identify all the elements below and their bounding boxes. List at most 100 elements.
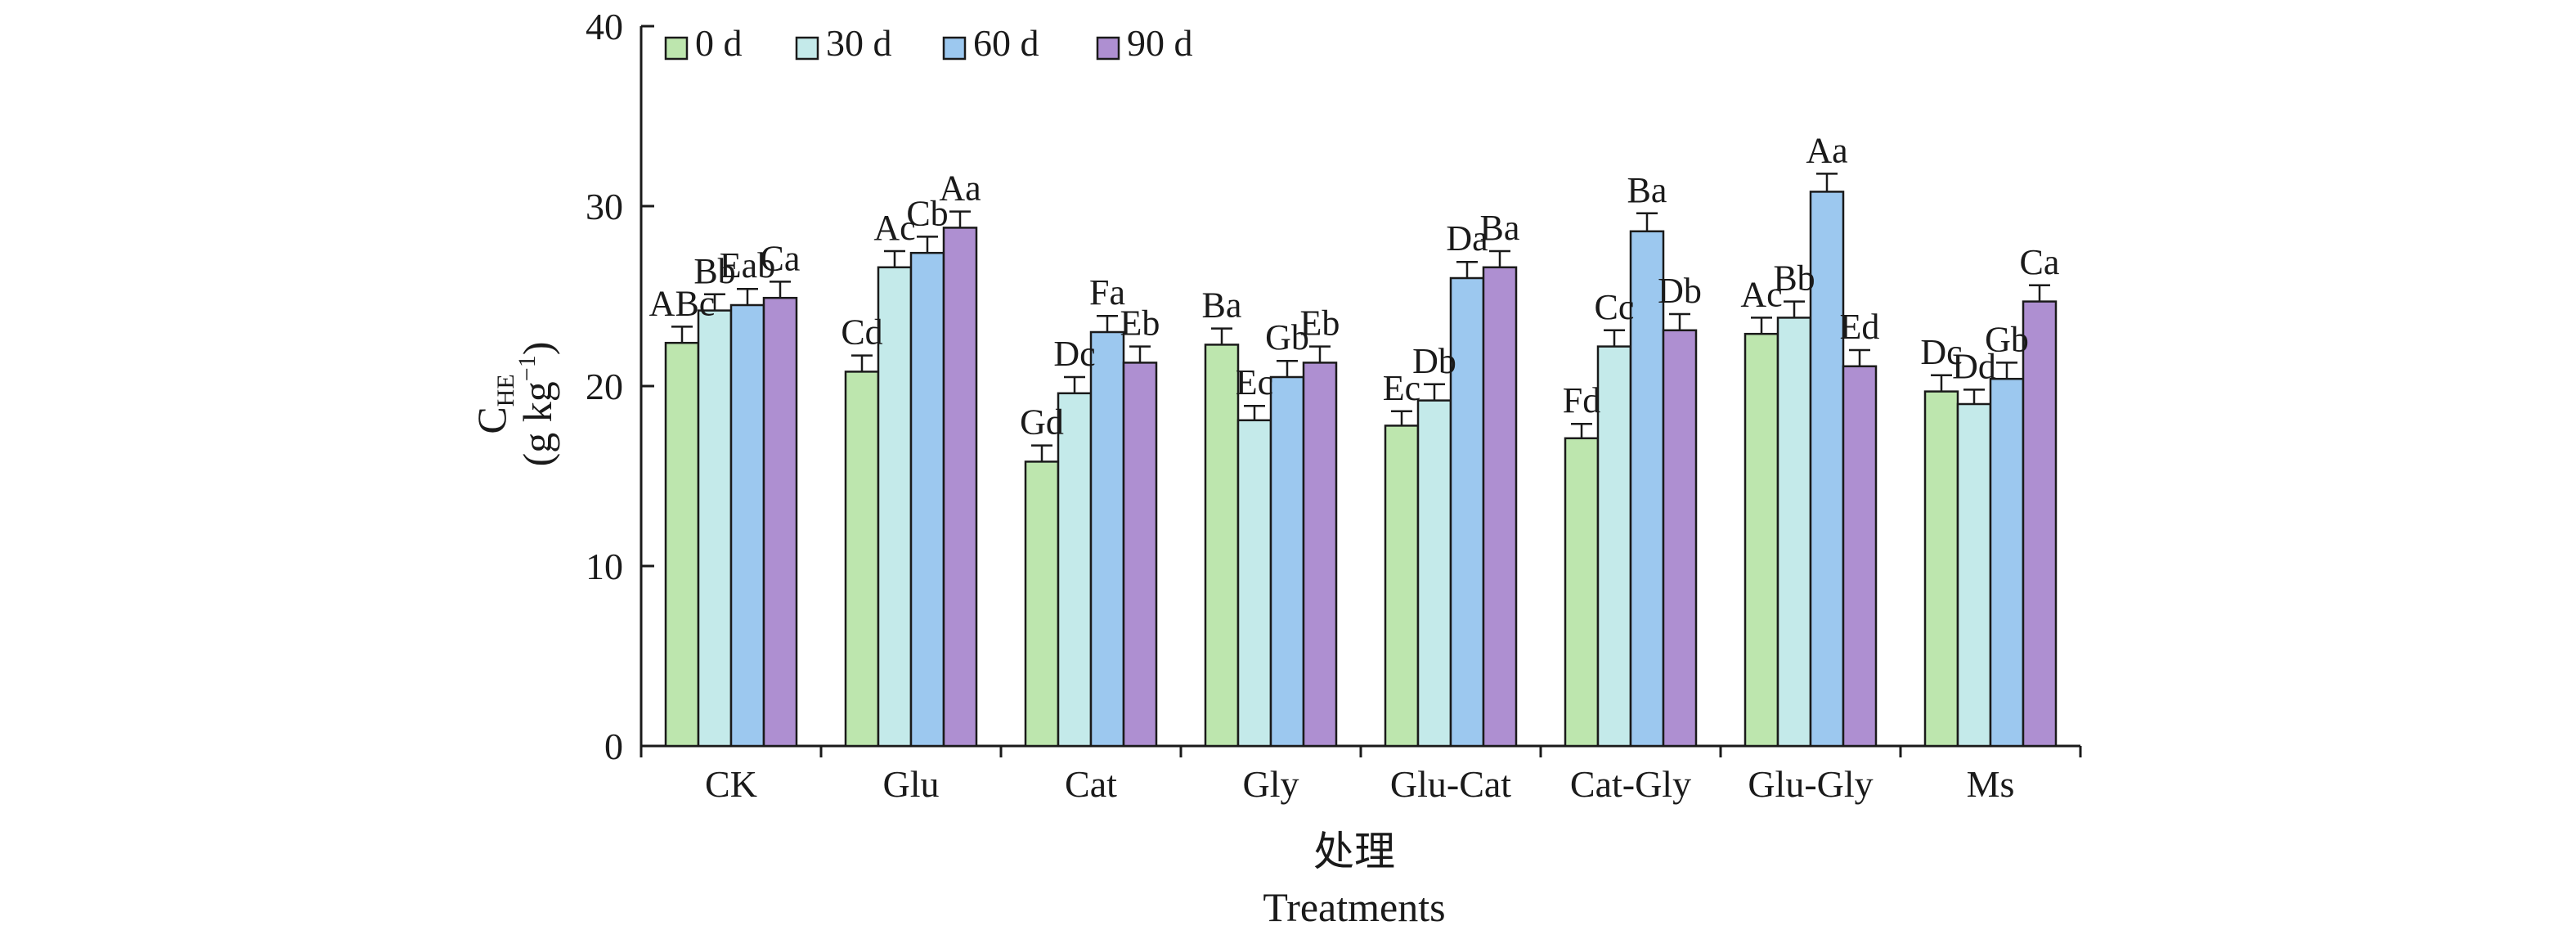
significance-label: Cd xyxy=(841,312,882,353)
bar xyxy=(697,309,733,748)
y-axis-title: CHE (g kg−1) xyxy=(469,342,560,467)
significance-label: Aa xyxy=(1806,130,1847,170)
significance-label: Aa xyxy=(939,168,981,209)
y-tick-label: 20 xyxy=(586,366,623,407)
y-axis-title-main: C xyxy=(469,407,514,434)
legend-label: 90 d xyxy=(1127,22,1193,64)
legend-swatch xyxy=(795,36,819,61)
significance-label: Ba xyxy=(1480,208,1520,248)
y-axis-unit-sup: −1 xyxy=(514,355,541,381)
significance-label: Ca xyxy=(761,238,801,278)
bar xyxy=(1776,317,1812,748)
bar xyxy=(729,303,765,748)
legend-swatch xyxy=(942,36,967,61)
bar xyxy=(1416,399,1452,748)
bar xyxy=(1236,419,1272,748)
bar xyxy=(1269,375,1305,748)
bar xyxy=(1384,425,1420,748)
significance-label: Eb xyxy=(1120,303,1160,344)
bar xyxy=(1564,437,1600,748)
bar xyxy=(1024,461,1060,748)
significance-label: Dc xyxy=(1920,332,1962,372)
svg-text:(g kg−1): (g kg−1) xyxy=(514,342,560,467)
significance-label: Db xyxy=(1658,271,1702,311)
svg-text:CHE: CHE xyxy=(469,374,519,434)
significance-label: Ec xyxy=(1383,368,1420,408)
significance-label: Eab xyxy=(720,245,775,285)
x-axis-title-cn: 处理 xyxy=(1313,829,1395,874)
x-category-label: Glu-Gly xyxy=(1748,763,1873,805)
bar xyxy=(1989,377,2025,748)
bar xyxy=(844,371,880,748)
bar xyxy=(877,266,913,748)
y-tick-label: 40 xyxy=(586,6,623,47)
significance-label: Ac xyxy=(1740,274,1782,314)
significance-label: Fd xyxy=(1563,380,1600,420)
bar xyxy=(1744,332,1779,748)
x-axis-title-en: Treatments xyxy=(1263,884,1445,930)
bar xyxy=(1302,362,1338,748)
significance-label: Bb xyxy=(1773,258,1815,299)
bar xyxy=(762,296,798,748)
bar xyxy=(1956,402,1992,748)
bar xyxy=(1204,344,1240,748)
significance-label: Bb xyxy=(693,251,735,291)
significance-label: ABc xyxy=(649,283,716,323)
y-tick-label: 30 xyxy=(586,186,623,227)
significance-label: Ac xyxy=(873,208,915,248)
bar xyxy=(1923,390,1959,748)
bar xyxy=(1809,191,1845,748)
error-bars xyxy=(671,173,2050,462)
significance-label: Fa xyxy=(1089,272,1125,312)
y-axis-title-sub: HE xyxy=(492,374,519,407)
significance-label: Cc xyxy=(1595,287,1635,327)
significance-label: Dc xyxy=(1053,334,1095,374)
x-category-label: Gly xyxy=(1243,763,1299,805)
bar xyxy=(664,341,700,748)
bar xyxy=(1662,329,1698,748)
x-axis: CK Glu Cat Gly Glu-Cat Cat-Gly Glu-Gly Ms xyxy=(640,744,2082,805)
significance-label: Da xyxy=(1446,218,1488,258)
bar xyxy=(1596,345,1632,748)
x-category-label: Cat-Gly xyxy=(1570,763,1691,805)
significance-label: Ed xyxy=(1840,307,1880,347)
bar xyxy=(1482,266,1518,748)
x-category-label: Glu xyxy=(883,763,940,805)
y-axis: 0 10 20 30 40 xyxy=(586,6,654,767)
bars xyxy=(664,191,2058,748)
significance-label: Ca xyxy=(2020,242,2060,282)
legend: 0 d 30 d 60 d 90 d xyxy=(664,22,1193,64)
x-category-label: Cat xyxy=(1065,763,1117,805)
bar xyxy=(1449,276,1485,748)
legend-swatch xyxy=(664,36,689,61)
significance-label: Ba xyxy=(1627,170,1667,210)
bar xyxy=(2022,300,2058,748)
significance-label: Dd xyxy=(1952,346,1996,386)
bar xyxy=(1842,365,1878,748)
x-category-label: Ms xyxy=(1967,763,2015,805)
significance-label: Gb xyxy=(1265,317,1309,357)
bar xyxy=(909,251,945,748)
legend-label: 0 d xyxy=(695,22,743,64)
significance-label: Cb xyxy=(906,193,948,233)
significance-label: Db xyxy=(1412,341,1456,381)
y-axis-unit-prefix: (g kg xyxy=(514,381,560,466)
y-tick-label: 0 xyxy=(604,726,623,767)
legend-label: 60 d xyxy=(973,22,1039,64)
bar xyxy=(1057,392,1093,748)
bar xyxy=(1122,362,1158,748)
significance-label: Gd xyxy=(1020,402,1064,443)
y-tick-label: 10 xyxy=(586,546,623,587)
bar xyxy=(942,227,978,748)
significance-label: Ba xyxy=(1202,285,1242,326)
legend-swatch xyxy=(1096,36,1120,61)
significance-label: Gb xyxy=(1985,319,2029,359)
significance-label: Eb xyxy=(1300,303,1340,344)
bar xyxy=(1089,330,1125,748)
x-category-label: Glu-Cat xyxy=(1390,763,1511,805)
x-category-label: CK xyxy=(705,763,757,805)
legend-label: 30 d xyxy=(826,22,892,64)
y-axis-unit-suffix: ) xyxy=(514,342,560,356)
